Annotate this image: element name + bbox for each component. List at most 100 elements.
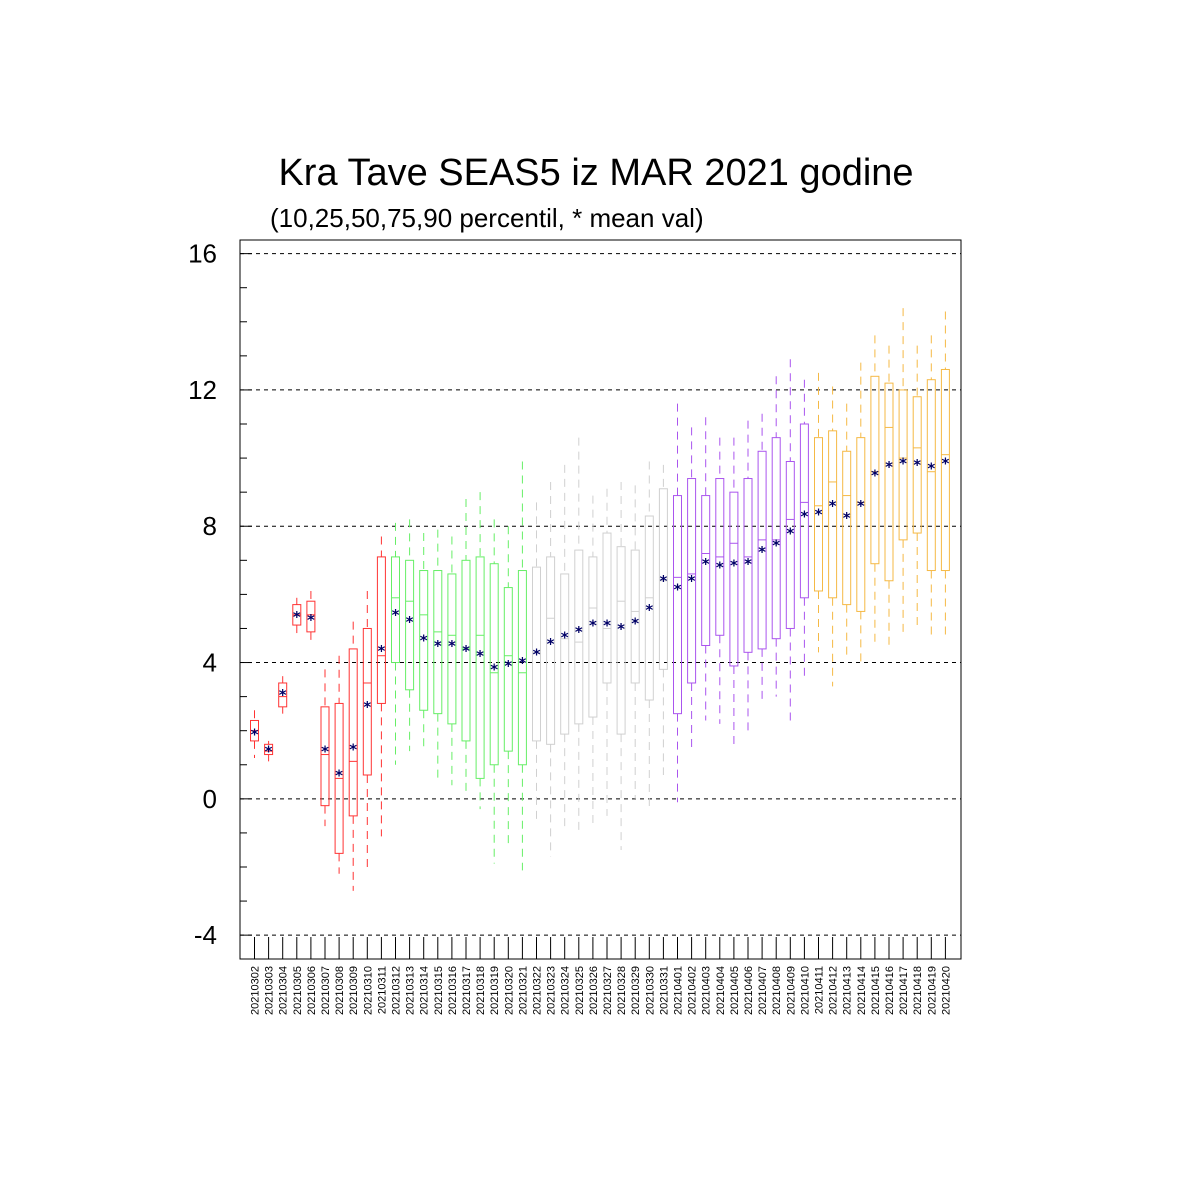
x-tick-label: 20210302 (250, 966, 262, 1015)
box-20210328 (616, 481, 626, 850)
chart-subtitle: (10,25,50,75,90 percentil, * mean val) (270, 203, 704, 233)
gridlines (240, 253, 961, 936)
iqr-box (757, 450, 767, 650)
mean-marker: * (857, 497, 865, 515)
box-20210324 (560, 464, 570, 827)
x-tick-label: 20210410 (799, 966, 811, 1015)
x-tick-label: 20210305 (292, 966, 304, 1015)
x-tick-label: 20210318 (475, 966, 487, 1015)
x-tick-label: 20210308 (334, 966, 346, 1015)
iqr-box (348, 648, 358, 817)
box-20210313 (405, 519, 415, 752)
x-tick-label: 20210328 (616, 966, 628, 1015)
box-20210319 (489, 519, 499, 864)
iqr-box (799, 423, 809, 599)
box-20210331 (658, 464, 668, 775)
mean-marker: * (927, 460, 935, 478)
x-tick-label: 20210303 (264, 966, 276, 1015)
mean-marker: * (434, 637, 442, 655)
y-tick-label: 8 (203, 511, 217, 541)
iqr-box (771, 437, 781, 640)
box-20210325 (574, 437, 584, 833)
box-20210312 (391, 522, 400, 765)
box-20210329 (630, 485, 640, 799)
box-20210320 (503, 526, 513, 844)
mean-marker: * (504, 657, 512, 675)
x-tick-label: 20210413 (842, 966, 854, 1015)
mean-marker: * (603, 616, 611, 634)
x-tick-label: 20210331 (658, 966, 670, 1015)
y-tick-label: -4 (194, 920, 217, 950)
x-tick-label: 20210320 (503, 966, 515, 1015)
mean-marker: * (575, 623, 583, 641)
y-axis: -4 0 4 8 12 16 (188, 239, 252, 950)
mean-marker: * (547, 635, 555, 653)
box-20210418 (912, 345, 922, 629)
x-tick-label: 20210307 (320, 966, 332, 1015)
mean-marker: * (462, 642, 470, 660)
box-20210401 (673, 403, 682, 803)
iqr-box (419, 570, 429, 711)
box-20210409 (785, 359, 795, 724)
iqr-box (687, 478, 697, 684)
box-20210330 (644, 461, 654, 810)
box-20210309 (348, 621, 358, 891)
x-tick-label: 20210311 (376, 966, 388, 1014)
x-tick-label: 20210405 (729, 966, 741, 1015)
x-tick-label: 20210324 (560, 966, 572, 1015)
box-20210419 (926, 335, 936, 639)
iqr-box (940, 368, 950, 572)
iqr-box (447, 573, 457, 725)
box-20210326 (588, 495, 598, 827)
chart-title: Kra Tave SEAS5 iz MAR 2021 godine (278, 152, 913, 194)
x-tick-label: 20210419 (926, 966, 938, 1015)
mean-marker: * (392, 606, 400, 624)
box-20210305 (292, 597, 302, 636)
box-20210322 (532, 502, 541, 820)
iqr-box (320, 706, 330, 807)
x-tick-label: 20210329 (630, 966, 642, 1015)
mean-marker: * (561, 628, 569, 646)
mean-marker: * (772, 536, 780, 554)
box-20210323 (546, 481, 556, 857)
iqr-box (630, 549, 640, 684)
iqr-box (405, 559, 415, 691)
iqr-box (729, 491, 739, 667)
mean-marker: * (843, 509, 851, 527)
iqr-box (743, 478, 753, 653)
x-axis: 20210302 20210303 20210304 20210305 20210306… (250, 937, 952, 1015)
x-tick-label: 20210316 (447, 966, 459, 1015)
mean-marker: * (702, 555, 710, 573)
y-tick-label: 0 (203, 784, 217, 814)
iqr-box (489, 563, 499, 766)
mean-marker: * (659, 572, 667, 590)
mean-markers: * * * * * * * * * * * * * * * * * * * * * * * * * * * * * * * * * * * * * * * *… (251, 454, 950, 784)
box-20210307 (320, 669, 330, 827)
mean-marker: * (265, 742, 273, 760)
x-tick-label: 20210306 (306, 966, 318, 1015)
box-20210402 (687, 427, 697, 752)
iqr-box (912, 396, 922, 534)
mean-marker: * (871, 466, 879, 484)
x-tick-label: 20210312 (391, 966, 403, 1015)
x-tick-label: 20210406 (743, 966, 755, 1015)
box-20210408 (771, 376, 781, 697)
box-20210414 (856, 362, 866, 663)
mean-marker: * (716, 558, 724, 576)
box-20210412 (828, 386, 838, 687)
x-tick-label: 20210323 (546, 966, 558, 1015)
box-20210406 (743, 420, 753, 735)
iqr-box (574, 549, 584, 725)
x-tick-label: 20210411 (814, 966, 826, 1014)
box-20210315 (433, 529, 443, 782)
box-20210417 (898, 308, 908, 636)
iqr-box (616, 546, 626, 735)
box-20210302 (250, 710, 259, 758)
mean-marker: * (688, 572, 696, 590)
iqr-box (461, 559, 471, 742)
mean-marker: * (518, 654, 526, 672)
box-20210405 (729, 437, 739, 748)
mean-marker: * (377, 642, 385, 660)
iqr-box (870, 375, 880, 565)
box-20210306 (306, 590, 316, 646)
